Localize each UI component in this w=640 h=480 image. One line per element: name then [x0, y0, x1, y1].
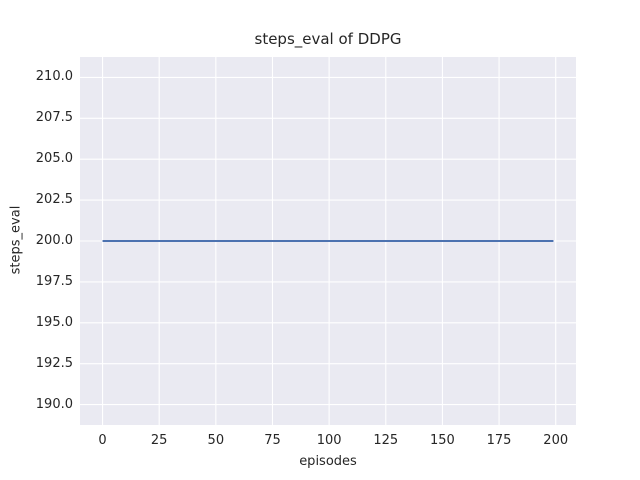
plot-area: [80, 57, 576, 425]
x-tick-label: 25: [150, 433, 168, 448]
y-tick-label: 197.5: [35, 273, 73, 289]
x-tick-label: 75: [264, 433, 281, 448]
x-tick-label: 125: [373, 433, 399, 448]
y-tick-label: 207.5: [35, 110, 73, 126]
y-tick-label: 190.0: [35, 396, 73, 412]
x-tick-label: 175: [486, 433, 512, 448]
x-tick-label: 50: [207, 433, 225, 448]
x-tick-label: 100: [316, 433, 342, 448]
x-tick-label: 0: [98, 433, 107, 448]
y-tick-label: 195.0: [35, 314, 73, 330]
plot-canvas: [80, 57, 576, 425]
chart-title: steps_eval of DDPG: [254, 30, 402, 48]
y-tick-label: 205.0: [35, 151, 73, 167]
x-tick-label: 150: [430, 433, 455, 448]
y-tick-label: 210.0: [35, 69, 73, 85]
y-tick-label: 192.5: [35, 355, 73, 371]
x-axis-label: episodes: [299, 454, 357, 469]
y-tick-label: 202.5: [35, 192, 73, 208]
x-tick-label: 200: [543, 433, 569, 448]
y-tick-label: 200.0: [35, 233, 73, 248]
